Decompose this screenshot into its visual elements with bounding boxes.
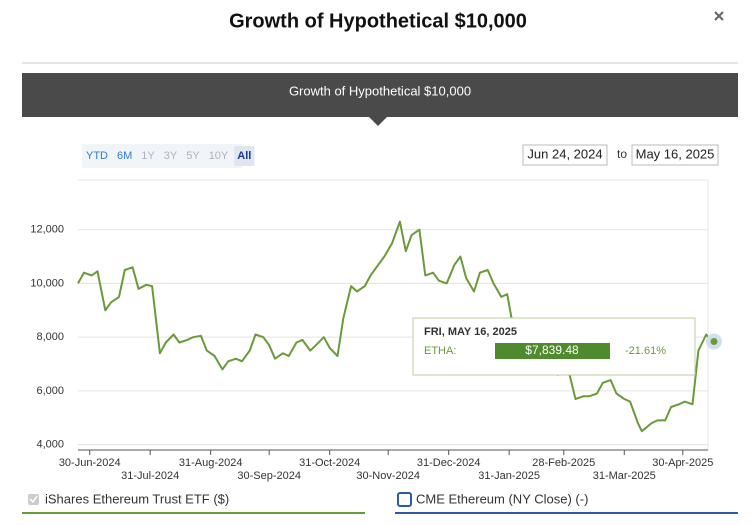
x-tick-label: 28-Feb-2025 (532, 457, 595, 469)
plot: 4,0006,0008,00010,00012,00030-Jun-202431… (30, 220, 722, 482)
date-separator: to (617, 147, 627, 161)
legend-check (29, 495, 38, 504)
x-tick-label: 30-Jun-2024 (59, 457, 121, 469)
legend-checkbox-2[interactable] (397, 492, 412, 507)
x-tick-label: 31-Dec-2024 (417, 457, 481, 469)
x-tick-label: 31-Jan-2025 (478, 470, 540, 482)
range-button-active (234, 146, 255, 166)
x-tick-label: 31-Jul-2024 (121, 470, 179, 482)
y-tick-label: 6,000 (36, 385, 64, 397)
close-button[interactable] (714, 11, 724, 21)
tooltip-value: $7,839.48 (525, 343, 579, 357)
banner-arrow (369, 117, 387, 126)
banner (22, 73, 738, 117)
tooltip-change: -21.61% (625, 345, 666, 357)
date-to: May 16, 2025 (636, 146, 715, 161)
date-to-input[interactable] (631, 144, 719, 166)
x-tick-label: 31-Oct-2024 (299, 457, 360, 469)
end-point (710, 337, 718, 345)
tooltip: FRI, MAY 16, 2025 ETHA: $7,839.48 -21.61… (412, 317, 696, 376)
series-line (77, 220, 715, 433)
range-button[interactable]: 10Y (209, 150, 229, 162)
range-bar (82, 144, 242, 168)
range-button[interactable]: 3Y (164, 150, 178, 162)
x-tick-label: 30-Apr-2025 (652, 457, 713, 469)
y-tick-label: 4,000 (36, 439, 64, 451)
y-tick-label: 10,000 (30, 277, 64, 289)
legend-label-2: CME Ethereum (NY Close) (-) (416, 491, 588, 506)
tooltip-label: ETHA: (424, 345, 456, 357)
range-button[interactable]: YTD (86, 150, 108, 162)
y-tick-label: 12,000 (30, 224, 64, 236)
tooltip-date: FRI, MAY 16, 2025 (424, 326, 517, 338)
date-from-input[interactable] (522, 144, 608, 166)
range-button[interactable]: 1Y (141, 150, 155, 162)
range-button[interactable]: 6M (117, 150, 132, 162)
range-button[interactable]: 5Y (186, 150, 200, 162)
x-tick-label: 31-Aug-2024 (179, 457, 243, 469)
y-tick-label: 8,000 (36, 331, 64, 343)
x-tick-label: 30-Sep-2024 (237, 470, 301, 482)
legend-label: iShares Ethereum Trust ETF ($) (45, 491, 229, 506)
banner-text: Growth of Hypothetical $10,000 (289, 83, 471, 98)
x-tick-label: 31-Mar-2025 (593, 470, 656, 482)
x-tick-label: 30-Nov-2024 (356, 470, 420, 482)
tooltip-value-box (495, 343, 610, 359)
modal-title: Growth of Hypothetical $10,000 (229, 10, 527, 32)
date-from: Jun 24, 2024 (527, 146, 602, 161)
range-buttons: YTD 6M 1Y 3Y 5Y 10Y All (86, 146, 255, 166)
range-button[interactable]: All (237, 150, 251, 162)
